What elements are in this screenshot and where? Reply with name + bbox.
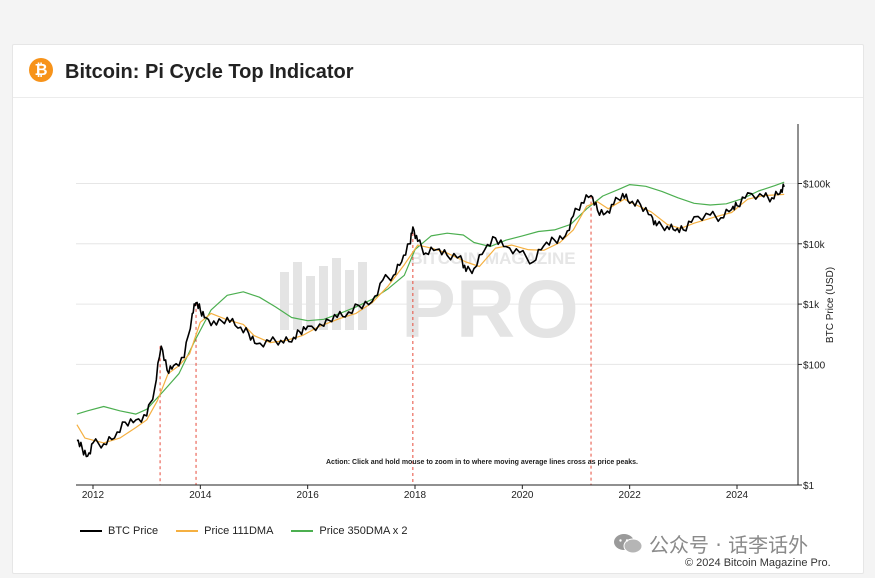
watermark: BITCOIN MAGAZINE PRO: [280, 249, 579, 355]
y-tick-label: $1: [803, 481, 815, 492]
copyright-text: © 2024 Bitcoin Magazine Pro.: [685, 557, 831, 569]
x-tick-label: 2016: [297, 490, 320, 501]
x-tick-label: 2024: [726, 490, 749, 501]
x-tick-label: 2022: [619, 490, 642, 501]
wechat-account-name: 公众号 · 话李话外: [649, 533, 809, 557]
x-tick-label: 2012: [82, 490, 105, 501]
wechat-icon: [613, 533, 643, 555]
wechat-watermark: 公众号 · 话李话外: [613, 529, 808, 558]
zoom-hint-annotation: Action: Click and hold mouse to zoom in …: [326, 459, 638, 466]
series-lines: [76, 181, 785, 458]
chart-legend: BTC Price Price 111DMA Price 350DMA x 2: [80, 525, 407, 537]
legend-item-111dma[interactable]: Price 111DMA: [176, 525, 273, 537]
series-line-btc-price: [76, 183, 785, 458]
x-tick-label: 2014: [189, 490, 212, 501]
chart-header: ₿ Bitcoin: Pi Cycle Top Indicator: [13, 45, 863, 98]
y-axis-label: BTC Price (USD): [825, 267, 836, 343]
watermark-logo-icon: [280, 258, 367, 330]
legend-item-btc-price[interactable]: BTC Price: [80, 525, 158, 537]
watermark-line2: PRO: [401, 264, 579, 355]
x-tick-label: 2020: [511, 490, 534, 501]
x-tick-label: 2018: [404, 490, 427, 501]
legend-label: BTC Price: [108, 525, 159, 537]
axes: 2012 2014 2016 2018 2020 2022 2024 $1 $100 $1k $10…: [76, 124, 831, 501]
y-tick-label: $100: [803, 360, 826, 371]
legend-swatch: [176, 530, 199, 532]
legend-label: Price 350DMA x 2: [319, 525, 408, 537]
y-tick-label: $100k: [803, 180, 831, 191]
y-tick-label: $1k: [803, 300, 820, 311]
bitcoin-logo-icon: ₿: [29, 58, 53, 82]
chart-card: ₿ Bitcoin: Pi Cycle Top Indicator: [12, 44, 864, 574]
page-title: Bitcoin: Pi Cycle Top Indicator: [65, 61, 354, 83]
y-tick-label: $10k: [803, 240, 826, 251]
legend-swatch: [80, 530, 102, 532]
series-line-price-350dma-x2: [76, 181, 785, 415]
legend-swatch: [291, 530, 314, 532]
legend-label: Price 111DMA: [204, 525, 274, 537]
watermark-line1: BITCOIN MAGAZINE: [410, 249, 575, 268]
legend-item-350dma[interactable]: Price 350DMA x 2: [291, 525, 407, 537]
